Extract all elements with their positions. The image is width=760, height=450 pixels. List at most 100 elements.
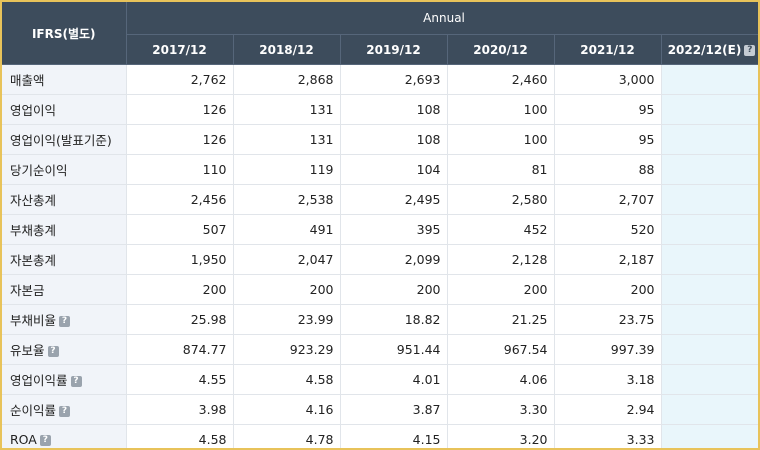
value-cell: 131 (233, 94, 341, 125)
row-label-cell: 당기순이익 (2, 154, 127, 185)
value-cell: 3.18 (554, 364, 662, 395)
row-label-cell: 순이익률? (2, 394, 127, 425)
estimate-cell (661, 64, 758, 95)
year-header-4: 2021/12 (554, 34, 662, 65)
value-cell: 126 (126, 124, 234, 155)
value-cell: 200 (340, 274, 448, 305)
value-cell: 21.25 (447, 304, 555, 335)
help-icon[interactable]: ? (59, 316, 71, 327)
value-cell: 4.15 (340, 424, 448, 448)
value-cell: 200 (447, 274, 555, 305)
row-label-cell: ROA? (2, 424, 127, 448)
value-cell: 2,047 (233, 244, 341, 275)
year-header-row: 2017/12 2018/12 2019/12 2020/12 2021/12 2022/… (2, 34, 758, 65)
estimate-cell (661, 94, 758, 125)
help-icon[interactable]: ? (70, 376, 82, 387)
value-cell: 4.01 (340, 364, 448, 395)
year-header-3: 2020/12 (447, 34, 555, 65)
value-cell: 108 (340, 124, 448, 155)
value-cell: 951.44 (340, 334, 448, 365)
value-cell: 3.33 (554, 424, 662, 448)
estimate-cell (661, 214, 758, 245)
value-cell: 452 (447, 214, 555, 245)
table-row: 영업이익(발표기준) 126 131 108 100 95 (2, 124, 758, 155)
row-label: 자본총계 (10, 253, 57, 268)
estimate-cell (661, 244, 758, 275)
table-row: 영업이익률? 4.55 4.58 4.01 4.06 3.18 (2, 364, 758, 395)
value-cell: 3.20 (447, 424, 555, 448)
value-cell: 81 (447, 154, 555, 185)
value-cell: 2,099 (340, 244, 448, 275)
row-label: 영업이익 (10, 103, 57, 118)
row-label: 영업이익률 (10, 373, 68, 388)
value-cell: 2,456 (126, 184, 234, 215)
row-label: 영업이익(발표기준) (10, 133, 112, 148)
row-label: 순이익률 (10, 403, 57, 418)
estimate-cell (661, 334, 758, 365)
value-cell: 2,128 (447, 244, 555, 275)
value-cell: 3,000 (554, 64, 662, 95)
value-cell: 997.39 (554, 334, 662, 365)
value-cell: 395 (340, 214, 448, 245)
table-body: 매출액 2,762 2,868 2,693 2,460 3,000 영업이익 126 131 10… (2, 64, 758, 448)
value-cell: 4.06 (447, 364, 555, 395)
value-cell: 2,707 (554, 184, 662, 215)
value-cell: 95 (554, 124, 662, 155)
estimate-year-label: 2022/12(E) (667, 42, 742, 57)
estimate-cell (661, 154, 758, 185)
table-row: 자본총계 1,950 2,047 2,099 2,128 2,187 (2, 244, 758, 275)
value-cell: 967.54 (447, 334, 555, 365)
value-cell: 95 (554, 94, 662, 125)
value-cell: 126 (126, 94, 234, 125)
value-cell: 200 (126, 274, 234, 305)
value-cell: 200 (233, 274, 341, 305)
table-row: 순이익률? 3.98 4.16 3.87 3.30 2.94 (2, 394, 758, 425)
help-icon[interactable]: ? (744, 44, 756, 56)
value-cell: 100 (447, 124, 555, 155)
value-cell: 3.87 (340, 394, 448, 425)
value-cell: 200 (554, 274, 662, 305)
row-label: 자산총계 (10, 193, 57, 208)
value-cell: 2,538 (233, 184, 341, 215)
value-cell: 2,868 (233, 64, 341, 95)
value-cell: 874.77 (126, 334, 234, 365)
row-label-cell: 자산총계 (2, 184, 127, 215)
table-row: 부채비율? 25.98 23.99 18.82 21.25 23.75 (2, 304, 758, 335)
help-icon[interactable]: ? (47, 346, 59, 357)
row-label-cell: 부채총계 (2, 214, 127, 245)
value-cell: 131 (233, 124, 341, 155)
row-label-cell: 자본금 (2, 274, 127, 305)
value-cell: 4.55 (126, 364, 234, 395)
row-label: 부채총계 (10, 223, 57, 238)
value-cell: 4.78 (233, 424, 341, 448)
value-cell: 119 (233, 154, 341, 185)
estimate-year-header: 2022/12(E)? (661, 34, 758, 65)
value-cell: 923.29 (233, 334, 341, 365)
value-cell: 110 (126, 154, 234, 185)
value-cell: 507 (126, 214, 234, 245)
row-label: 유보율 (10, 343, 45, 358)
table-row: 자산총계 2,456 2,538 2,495 2,580 2,707 (2, 184, 758, 215)
row-label: 당기순이익 (10, 163, 68, 178)
value-cell: 2,495 (340, 184, 448, 215)
table-row: 자본금 200 200 200 200 200 (2, 274, 758, 305)
estimate-cell (661, 304, 758, 335)
value-cell: 2.94 (554, 394, 662, 425)
value-cell: 2,187 (554, 244, 662, 275)
row-label-cell: 영업이익(발표기준) (2, 124, 127, 155)
value-cell: 1,950 (126, 244, 234, 275)
value-cell: 2,460 (447, 64, 555, 95)
estimate-cell (661, 394, 758, 425)
estimate-cell (661, 424, 758, 448)
value-cell: 23.75 (554, 304, 662, 335)
value-cell: 4.58 (233, 364, 341, 395)
help-icon[interactable]: ? (39, 435, 51, 446)
table-row: 매출액 2,762 2,868 2,693 2,460 3,000 (2, 64, 758, 95)
help-icon[interactable]: ? (59, 406, 71, 417)
value-cell: 4.16 (233, 394, 341, 425)
row-label-cell: 자본총계 (2, 244, 127, 275)
value-cell: 2,580 (447, 184, 555, 215)
estimate-cell (661, 364, 758, 395)
